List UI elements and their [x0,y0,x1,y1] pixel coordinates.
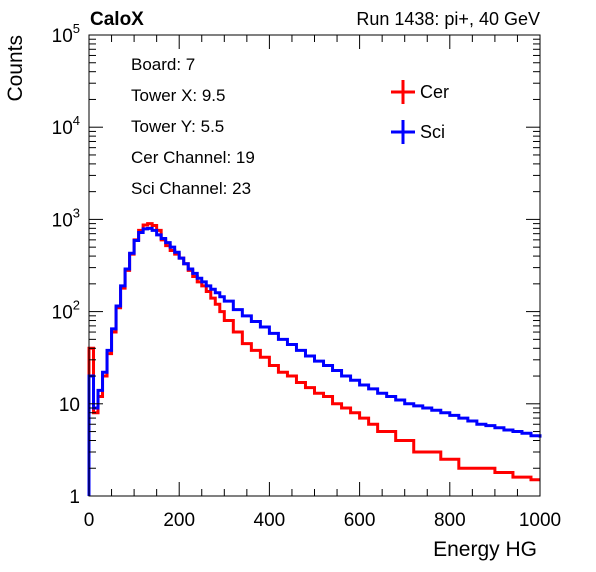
legend-label-cer: Cer [420,82,449,102]
info-line: Tower Y: 5.5 [131,117,224,136]
info-line: Cer Channel: 19 [131,148,255,167]
y-tick-label: 10 [59,395,80,416]
x-tick-label: 200 [163,510,195,531]
info-line: Board: 7 [131,55,195,74]
y-tick-label: 1 [69,487,80,508]
y-tick-label: 105 [52,21,80,47]
series-layer [87,222,542,496]
x-tick-label: 1000 [519,510,561,531]
tick-layer: 0 200 400 600 800 1000 1 10 102 103 104 105 [52,21,562,531]
plot-frame [88,34,541,497]
info-box: Board: 7 Tower X: 9.5 Tower Y: 5.5 Cer Chan… [131,55,255,198]
y-tick-label: 102 [52,298,80,324]
y-tick-label: 104 [52,113,80,139]
y-tick-label: 103 [52,205,80,231]
series-line-sci [87,226,542,496]
x-tick-label: 400 [254,510,286,531]
x-tick-label: 600 [344,510,376,531]
header-left-label: CaloX [90,9,144,30]
header-right-label: Run 1438: pi+, 40 GeV [356,9,540,29]
legend-label-sci: Sci [420,122,445,142]
legend: Cer Sci [391,80,449,144]
x-tick-label: 800 [434,510,466,531]
info-line: Sci Channel: 23 [131,179,251,198]
x-axis-label: Energy HG [433,538,537,561]
info-line: Tower X: 9.5 [131,86,226,105]
y-axis-label: Counts [4,35,27,102]
x-tick-label: 0 [84,510,95,531]
